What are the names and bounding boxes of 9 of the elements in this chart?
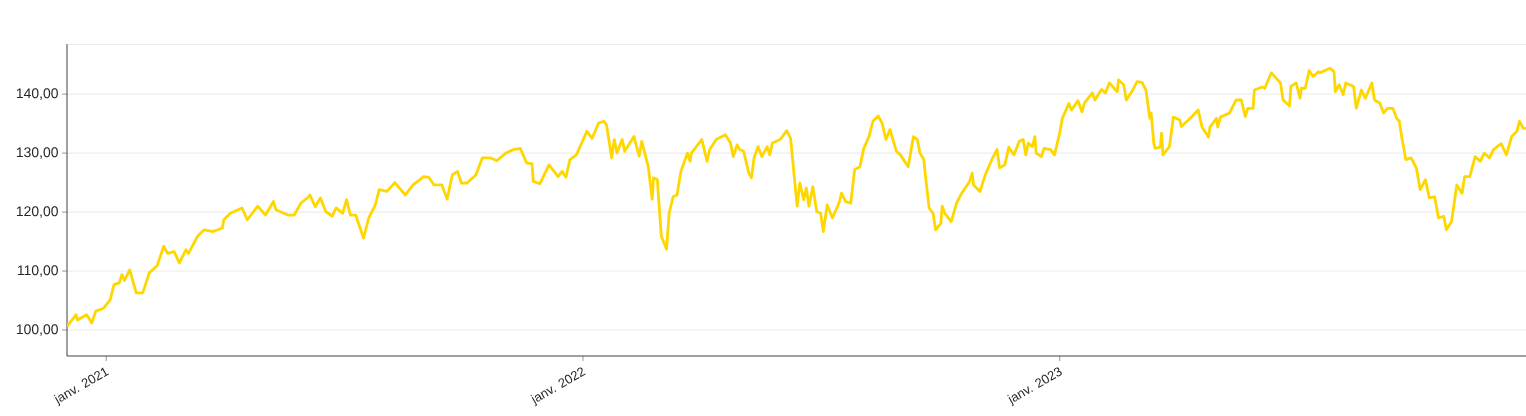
- y-tick-label: 120,00: [16, 206, 58, 218]
- y-tick-label: 130,00: [16, 147, 58, 159]
- x-tick-label: janv. 2022: [530, 367, 586, 407]
- line-series: [67, 66, 1526, 328]
- y-tick-label: 110,00: [17, 265, 58, 277]
- y-tick-label: 140,00: [16, 88, 58, 100]
- x-tick-label: janv. 2021: [53, 367, 110, 407]
- y-tick-label: 100,00: [16, 324, 58, 336]
- x-tick-label: janv. 2023: [1007, 367, 1062, 407]
